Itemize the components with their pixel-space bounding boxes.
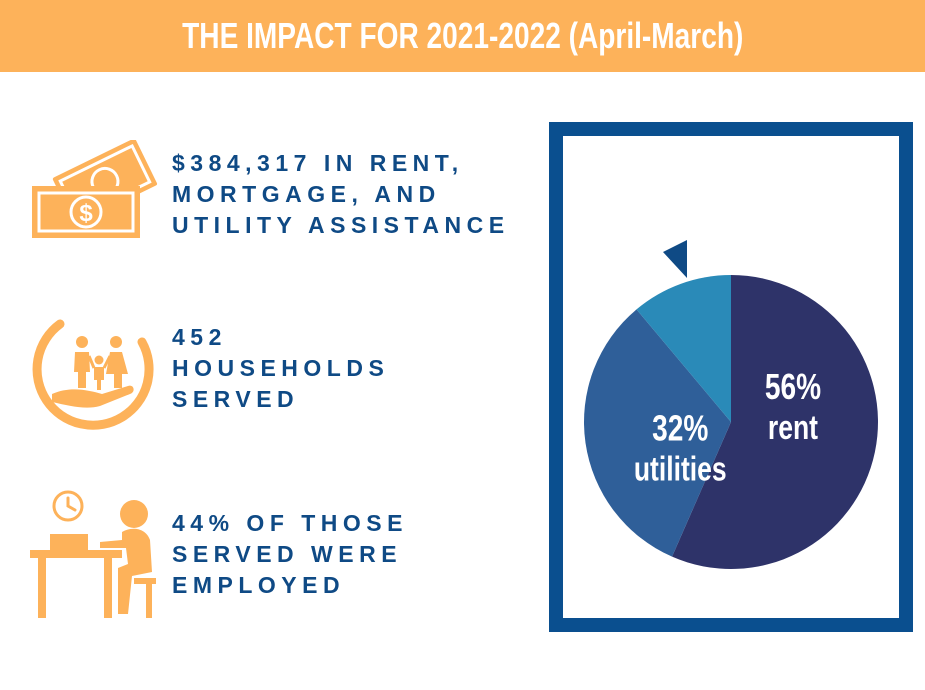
pie-slice-1 bbox=[672, 275, 878, 569]
pie-pointer-arrow bbox=[663, 240, 687, 278]
stat-assistance-line-3: UTILITY ASSISTANCE bbox=[172, 212, 510, 238]
pie-slice-3 bbox=[636, 275, 731, 422]
stat-employed-line-1: 44% OF THOSE bbox=[172, 510, 408, 536]
stat-assistance-line-2: MORTGAGE, AND bbox=[172, 181, 441, 207]
pie-label-name-2: utilities bbox=[634, 450, 727, 488]
stat-employed-line-2: SERVED WERE bbox=[172, 541, 403, 567]
pie-label-pct-1: 56% bbox=[765, 367, 821, 407]
pie-slice-2 bbox=[584, 309, 731, 557]
pie-label-pct-3: 11% mortgage bbox=[604, 209, 763, 242]
worker-desk-icon bbox=[30, 490, 156, 618]
svg-text:$: $ bbox=[79, 200, 93, 227]
family-hand-icon bbox=[32, 319, 154, 430]
page-title: THE IMPACT FOR 2021-2022 (April-March) bbox=[181, 15, 744, 56]
chart-frame: 56% rent 32% utilities 11% mortgage bbox=[549, 122, 913, 632]
title-banner: THE IMPACT FOR 2021-2022 (April-March) bbox=[0, 0, 925, 72]
stat-households-line-2: HOUSEHOLDS bbox=[172, 355, 390, 381]
pie-chart: 56%rent 32%utilities 11% mortgage bbox=[584, 209, 878, 569]
money-icon: $ bbox=[32, 140, 158, 238]
pie-label-pct-2: 32% bbox=[652, 408, 708, 448]
stat-assistance-line-1: $384,317 IN RENT, bbox=[172, 150, 464, 176]
stat-employed: 44% OF THOSE SERVED WERE EMPLOYED bbox=[172, 508, 408, 601]
stat-assistance: $384,317 IN RENT, MORTGAGE, AND UTILITY … bbox=[172, 148, 510, 241]
stat-employed-line-3: EMPLOYED bbox=[172, 572, 346, 598]
stat-households: 452 HOUSEHOLDS SERVED bbox=[172, 322, 389, 415]
stat-households-line-1: 452 bbox=[172, 324, 227, 350]
stat-households-line-3: SERVED bbox=[172, 386, 300, 412]
pie-label-name-1: rent bbox=[768, 409, 818, 447]
